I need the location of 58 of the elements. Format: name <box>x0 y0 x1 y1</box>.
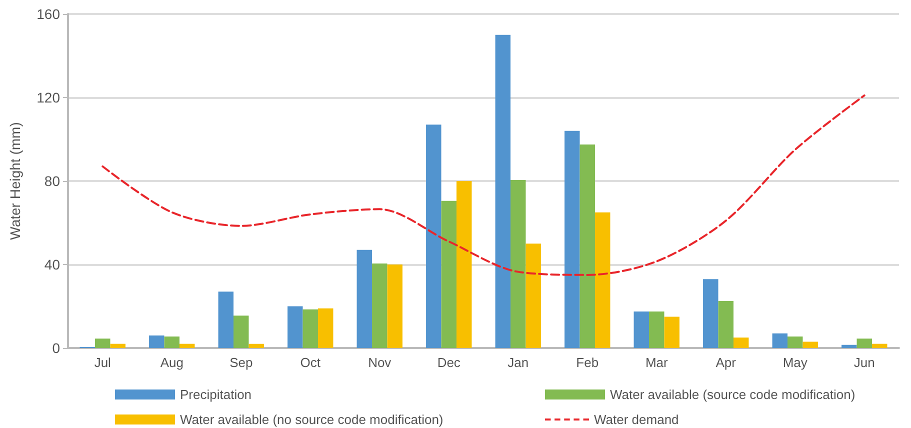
bar <box>179 344 195 348</box>
x-tick-label: Feb <box>576 355 599 370</box>
x-tick-label: Aug <box>160 355 184 370</box>
line-series <box>102 94 866 276</box>
y-axis-title: Water Height (mm) <box>7 122 23 240</box>
bar <box>718 301 734 348</box>
bar <box>580 144 595 348</box>
x-tick-label: Mar <box>645 355 668 370</box>
bar <box>495 34 511 348</box>
bar <box>649 311 664 348</box>
bar <box>772 333 788 348</box>
bar <box>594 212 610 348</box>
x-tick-label: Dec <box>437 355 461 370</box>
bar <box>802 342 818 348</box>
bar <box>510 180 526 348</box>
bar <box>288 306 303 348</box>
bar <box>356 250 372 348</box>
y-tick-label: 120 <box>36 90 60 106</box>
legend-label: Precipitation <box>180 387 252 402</box>
x-tick-label: Nov <box>368 355 392 370</box>
bar <box>703 279 718 348</box>
y-tick-label: 80 <box>44 173 60 189</box>
x-tick-label: Oct <box>300 355 321 370</box>
bar <box>664 316 680 348</box>
bar <box>634 311 650 348</box>
x-tick-label: Jun <box>854 355 875 370</box>
bar <box>441 200 456 348</box>
x-tick-label: Sep <box>230 355 253 370</box>
bar <box>387 264 402 348</box>
legend-label: Water available (source code modification) <box>610 387 856 402</box>
bar <box>149 335 164 348</box>
bar <box>426 124 442 348</box>
bar <box>526 244 541 348</box>
legend-label: Water available (no source code modification) <box>180 412 444 427</box>
bar <box>95 338 110 348</box>
bar <box>456 181 472 348</box>
bar <box>733 338 749 348</box>
y-tick-label: 0 <box>52 340 60 356</box>
bar <box>318 308 334 348</box>
x-tick-label: Jul <box>94 355 112 370</box>
x-tick-label: May <box>782 355 808 370</box>
x-tick-label: Apr <box>716 355 737 370</box>
bar <box>234 316 249 348</box>
bar <box>788 336 803 348</box>
bar <box>164 336 180 348</box>
y-tick-label: 40 <box>44 256 60 272</box>
bar <box>856 338 872 348</box>
legend-label: Water demand <box>594 412 679 427</box>
bar <box>372 263 388 348</box>
bar <box>110 344 126 348</box>
bar <box>842 344 857 348</box>
bar <box>248 344 264 348</box>
y-tick-label: 160 <box>36 6 60 22</box>
bar <box>872 344 888 348</box>
x-tick-label: Jan <box>508 355 529 370</box>
bar <box>302 309 318 348</box>
bar <box>564 130 580 348</box>
bar <box>218 292 234 348</box>
